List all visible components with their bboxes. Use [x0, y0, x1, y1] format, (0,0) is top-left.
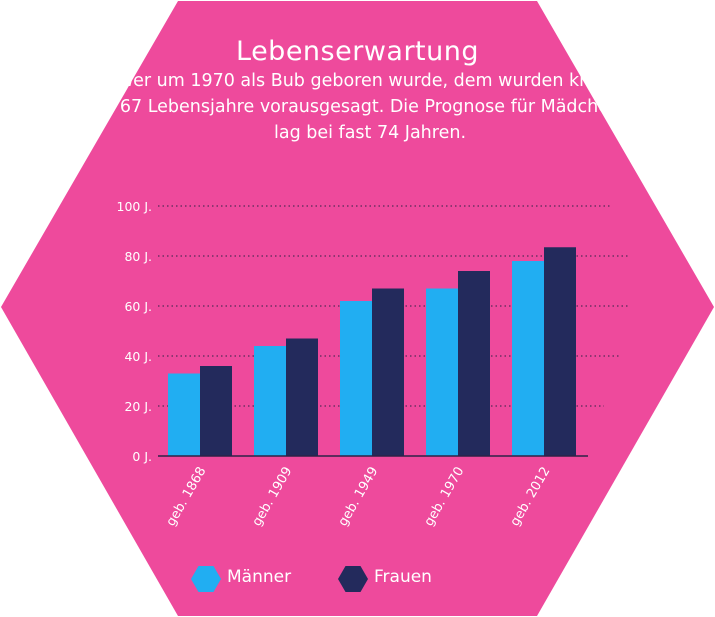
y-tick-label: 20 J. — [124, 399, 152, 414]
chart-title: Lebenserwartung — [236, 36, 479, 67]
legend-item-women: Frauen — [338, 566, 432, 592]
hexagon-icon — [338, 566, 368, 592]
legend-label-women: Frauen — [374, 567, 432, 587]
y-tick-label: 0 J. — [132, 449, 152, 464]
bar-women — [200, 366, 232, 456]
y-tick-label: 40 J. — [124, 349, 152, 364]
hexagon-icon — [191, 566, 221, 592]
bar-women — [286, 338, 318, 456]
chart-subtitle: Wer um 1970 als Bub geboren wurde, dem w… — [116, 71, 624, 143]
legend-item-men: Männer — [191, 566, 291, 592]
x-tick-label: geb. 1909 — [250, 465, 296, 530]
bar-men — [168, 373, 200, 456]
bar-men — [512, 261, 544, 456]
bar-women — [544, 247, 576, 456]
bar-men — [426, 288, 458, 456]
bar-men — [340, 301, 372, 456]
legend-label-men: Männer — [227, 567, 292, 587]
y-tick-label: 100 J. — [117, 199, 153, 214]
y-tick-label: 60 J. — [124, 299, 152, 314]
bar-women — [372, 288, 404, 456]
x-tick-label: geb. 1868 — [164, 465, 210, 530]
x-tick-label: geb. 2012 — [508, 465, 554, 530]
bar-women — [458, 271, 490, 456]
bar-men — [254, 346, 286, 456]
y-tick-label: 80 J. — [124, 249, 152, 264]
x-tick-label: geb. 1949 — [336, 465, 382, 530]
x-tick-label: geb. 1970 — [422, 465, 468, 530]
